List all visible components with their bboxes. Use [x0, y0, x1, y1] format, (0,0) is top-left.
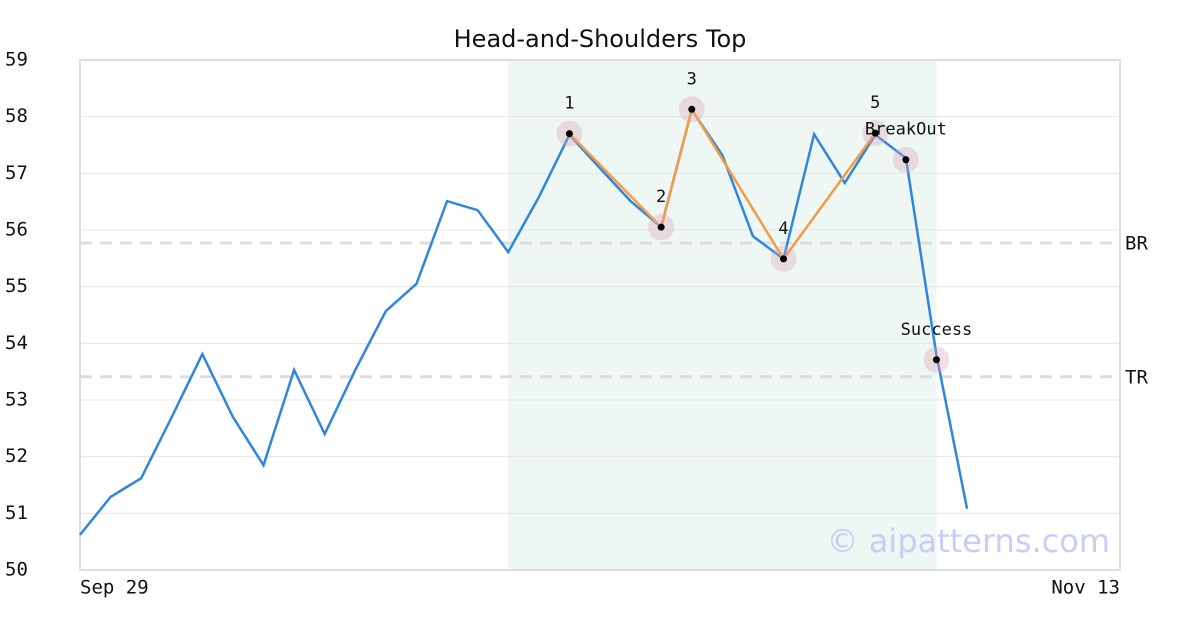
marker-label: 5 — [870, 93, 880, 113]
x-tick-label: Nov 13 — [1051, 577, 1120, 599]
marker-label: 2 — [656, 187, 666, 207]
y-tick-label: 57 — [5, 162, 28, 184]
y-tick-label: 59 — [5, 49, 28, 71]
marker-label: 3 — [687, 69, 697, 89]
y-tick-label: 54 — [5, 332, 28, 354]
marker-dot — [902, 156, 910, 164]
marker-label: 4 — [778, 219, 788, 239]
marker-dot — [657, 223, 665, 231]
chart-title: Head-and-Shoulders Top — [454, 25, 747, 53]
level-label: BR — [1125, 233, 1148, 255]
y-tick-label: 53 — [5, 389, 28, 411]
watermark: © aipatterns.com — [827, 522, 1110, 560]
marker-dot — [871, 129, 879, 137]
marker-dot — [932, 356, 940, 364]
y-tick-label: 58 — [5, 105, 28, 127]
marker-dot — [780, 255, 788, 263]
y-tick-label: 56 — [5, 219, 28, 241]
y-tick-label: 50 — [5, 559, 28, 581]
marker-label: 1 — [564, 94, 574, 114]
marker-label: BreakOut — [865, 120, 947, 140]
price-line — [79, 106, 969, 536]
marker-dot — [688, 105, 696, 113]
y-tick-label: 52 — [5, 445, 28, 467]
level-label: TR — [1125, 366, 1148, 388]
marker-dot — [565, 130, 573, 138]
x-tick-label: Sep 29 — [80, 577, 149, 599]
y-tick-label: 51 — [5, 502, 28, 524]
marker-label: Success — [901, 320, 973, 340]
plot-frame — [79, 59, 1121, 571]
y-tick-label: 55 — [5, 275, 28, 297]
